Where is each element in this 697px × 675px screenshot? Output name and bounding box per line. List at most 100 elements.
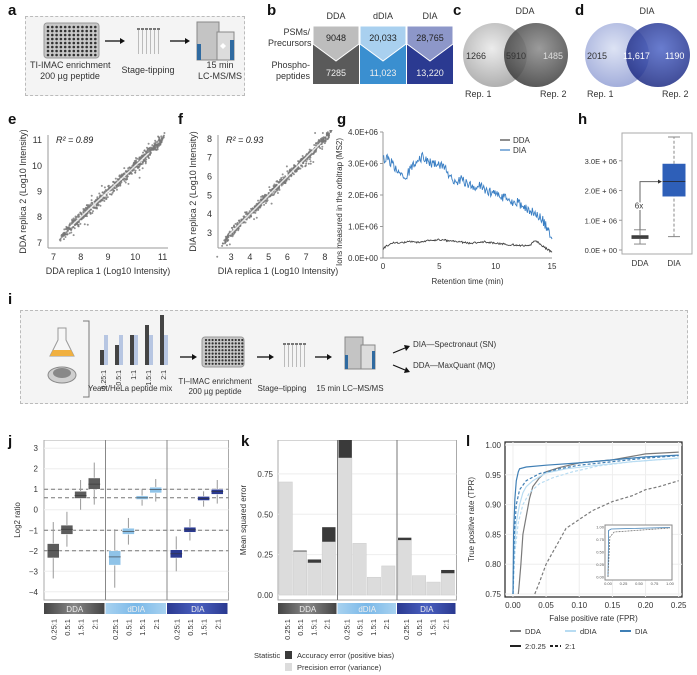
data-point bbox=[264, 199, 267, 202]
x-tick-label: 6 bbox=[285, 252, 290, 262]
venn-dia bbox=[585, 23, 690, 87]
y-tick-label: 7 bbox=[207, 153, 212, 163]
data-point bbox=[154, 147, 157, 150]
mix-label: Yeast/HeLa peptide mix bbox=[88, 384, 173, 393]
roc-curve-dia-2-1 bbox=[512, 455, 679, 595]
arrowhead bbox=[658, 179, 662, 184]
bar-precision bbox=[307, 562, 322, 596]
x-tick-label: DIA bbox=[667, 259, 681, 268]
data-point bbox=[123, 178, 126, 181]
bar-precision bbox=[397, 539, 412, 596]
bar-precision bbox=[440, 572, 455, 596]
panel-label-j: j bbox=[8, 433, 13, 450]
scatter-e: 7 8 9 10 11 7 8 9 10 11 DDA replica 1 (Log10 Inten… bbox=[18, 130, 170, 276]
data-point bbox=[107, 184, 110, 187]
data-point bbox=[67, 229, 70, 232]
data-point bbox=[312, 160, 315, 163]
data-point bbox=[292, 166, 295, 169]
line-chart-g: 0.0E+00 1.0E+06 2.0E+06 3.0E+06 4.0E+06 0 5 10 1… bbox=[335, 128, 557, 286]
data-point bbox=[304, 154, 307, 157]
data-point bbox=[92, 210, 95, 213]
arrow-icon bbox=[315, 354, 332, 360]
yeast-bar bbox=[160, 315, 164, 365]
data-point bbox=[317, 140, 320, 143]
r2-annotation: R² = 0.89 bbox=[56, 135, 93, 145]
data-point bbox=[133, 161, 136, 164]
ratio-bars-icon: 0.25:1 0.5:1 1:1 1.5:1 2:1 bbox=[100, 315, 168, 389]
data-point bbox=[151, 148, 154, 151]
data-point bbox=[163, 132, 166, 135]
data-point bbox=[106, 196, 109, 199]
box bbox=[74, 491, 87, 499]
data-point bbox=[91, 212, 94, 215]
facet-strip-dda bbox=[44, 603, 105, 614]
x-axis-label: Retention time (min) bbox=[431, 277, 503, 286]
data-point bbox=[276, 189, 279, 192]
roc-curve-dda-2-1 bbox=[534, 480, 679, 595]
x-tick-label: 1.5:1 bbox=[200, 619, 209, 636]
data-point bbox=[236, 223, 239, 226]
x-tick-label: 2:1 bbox=[323, 619, 332, 629]
data-point bbox=[323, 136, 326, 139]
arrow-icon bbox=[257, 354, 274, 360]
data-point bbox=[320, 138, 323, 141]
panel-label-i: i bbox=[8, 291, 13, 308]
venn-d-left: 2015 bbox=[587, 51, 608, 61]
y-tick-label: 0.0E+00 bbox=[348, 254, 379, 263]
ratio-label: 0.25:1 bbox=[101, 370, 108, 390]
data-point bbox=[158, 136, 161, 139]
data-point bbox=[149, 151, 152, 154]
data-point bbox=[321, 145, 324, 148]
facet-label: dDIA bbox=[358, 605, 376, 614]
data-point bbox=[74, 218, 77, 221]
legend-swatch-accuracy bbox=[285, 651, 292, 659]
data-point bbox=[324, 140, 327, 143]
data-point bbox=[321, 148, 324, 151]
x-tick-label: 1.5:1 bbox=[309, 619, 318, 636]
data-point bbox=[156, 148, 159, 151]
y-axis-label: Ions measured in the orbitrap (MS2) bbox=[335, 138, 344, 266]
data-point bbox=[225, 236, 228, 239]
data-point bbox=[156, 146, 159, 149]
data-point bbox=[228, 243, 231, 246]
data-point bbox=[237, 229, 240, 232]
row-label-psms: PSMs/Precursors bbox=[268, 27, 312, 48]
data-point bbox=[117, 184, 120, 187]
data-point bbox=[70, 221, 73, 224]
bar-accuracy bbox=[307, 559, 322, 563]
x-tick-label: 9 bbox=[105, 252, 110, 262]
venn-d-title: DIA bbox=[639, 6, 655, 16]
box bbox=[108, 550, 121, 566]
data-point bbox=[301, 154, 304, 157]
x-tick-label: 0.25 bbox=[671, 601, 687, 610]
data-point bbox=[304, 164, 307, 167]
data-point bbox=[61, 234, 64, 237]
data-point bbox=[242, 215, 245, 218]
data-point bbox=[116, 178, 119, 181]
data-point bbox=[90, 194, 93, 197]
data-point bbox=[104, 188, 107, 191]
data-point bbox=[79, 211, 82, 214]
bar-accuracy bbox=[441, 569, 455, 574]
hela-bar bbox=[119, 335, 123, 365]
y-tick-label: 1 bbox=[34, 485, 39, 494]
venn-c-title: DDA bbox=[515, 6, 535, 16]
data-point bbox=[59, 237, 62, 240]
data-point bbox=[138, 176, 141, 179]
hela-bar bbox=[164, 335, 168, 365]
yeast-bar bbox=[145, 325, 149, 365]
bar-precision bbox=[293, 551, 307, 596]
venn-d-rep1: Rep. 1 bbox=[587, 89, 614, 99]
data-point bbox=[85, 213, 88, 216]
data-point bbox=[283, 180, 286, 183]
data-point bbox=[98, 195, 101, 198]
hela-bar bbox=[149, 335, 153, 365]
data-point bbox=[300, 158, 303, 161]
data-point bbox=[260, 195, 263, 198]
legend-label: Precision error (variance) bbox=[297, 663, 382, 672]
column-header: DDA bbox=[326, 11, 346, 21]
data-point bbox=[285, 165, 288, 168]
output-dda-label: DDA—MaxQuant (MQ) bbox=[413, 361, 496, 370]
data-point bbox=[275, 180, 278, 183]
data-point bbox=[59, 239, 62, 242]
